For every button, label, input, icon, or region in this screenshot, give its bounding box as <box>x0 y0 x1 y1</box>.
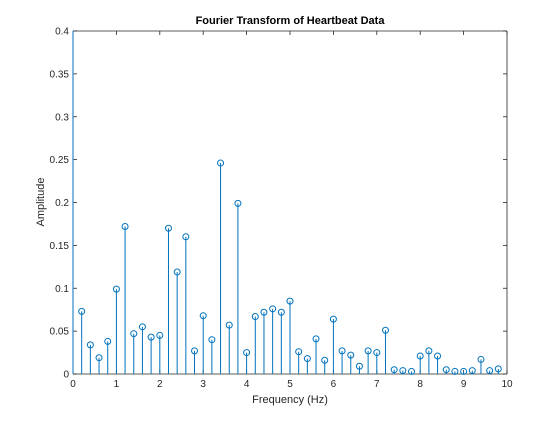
y-tick-label: 0.25 <box>50 155 70 166</box>
y-tick-label: 0.35 <box>50 69 70 80</box>
x-tick-label: 10 <box>501 379 513 390</box>
stem-marker <box>486 367 494 375</box>
stem-marker <box>277 308 285 316</box>
stem-marker <box>373 349 381 357</box>
stem-marker <box>156 331 164 339</box>
x-tick-label: 6 <box>331 379 337 390</box>
stem-marker <box>86 341 94 349</box>
stem-marker <box>208 336 216 344</box>
stem-marker <box>355 362 363 370</box>
x-tick-label: 1 <box>114 379 120 390</box>
stem-marker <box>434 352 442 360</box>
stem-marker <box>78 307 86 315</box>
stem-marker <box>468 367 476 375</box>
stem-marker <box>416 352 424 360</box>
x-tick-label: 5 <box>287 379 293 390</box>
stem-marker <box>477 355 485 363</box>
stem-marker <box>217 159 225 167</box>
stem-marker <box>321 356 329 364</box>
stem-marker <box>399 367 407 375</box>
stem-marker <box>286 297 294 305</box>
stem-marker <box>225 321 233 329</box>
x-tick-label: 2 <box>157 379 163 390</box>
stem-marker <box>112 285 120 293</box>
stem-marker <box>390 366 398 374</box>
x-tick-label: 0 <box>70 379 76 390</box>
stem-marker <box>451 367 459 375</box>
stem-marker <box>260 308 268 316</box>
x-tick-label: 7 <box>374 379 380 390</box>
x-tick-label: 3 <box>200 379 206 390</box>
stem-marker <box>303 355 311 363</box>
stem-marker <box>95 354 103 362</box>
stem-marker <box>269 305 277 313</box>
stem-marker <box>408 367 416 375</box>
stem-marker <box>460 367 468 375</box>
stem-marker <box>312 335 320 343</box>
stem-marker <box>295 348 303 356</box>
stem-marker <box>182 233 190 241</box>
stem-marker <box>147 333 155 341</box>
y-tick-label: 0.15 <box>50 241 70 252</box>
stem-marker <box>251 313 259 321</box>
y-tick-label: 0.4 <box>55 27 69 38</box>
stem-marker <box>164 224 172 232</box>
y-tick-label: 0 <box>63 370 69 381</box>
stem-marker <box>130 330 138 338</box>
stem-marker <box>494 365 502 373</box>
stem-marker <box>338 347 346 355</box>
stem-marker <box>425 347 433 355</box>
y-tick-label: 0.05 <box>50 327 70 338</box>
stem-marker <box>364 347 372 355</box>
x-tick-label: 8 <box>417 379 423 390</box>
y-axis-label: Amplitude <box>35 178 47 227</box>
stem-marker <box>199 312 207 320</box>
x-axis-label: Frequency (Hz) <box>252 394 328 406</box>
stem-marker <box>234 199 242 207</box>
stem-marker <box>329 315 337 323</box>
chart-title: Fourier Transform of Heartbeat Data <box>196 15 386 27</box>
y-tick-label: 0.3 <box>55 112 69 123</box>
y-tick-label: 0.2 <box>55 198 69 209</box>
stem-marker <box>121 223 129 231</box>
stem-marker <box>442 366 450 374</box>
x-tick-label: 9 <box>461 379 467 390</box>
y-tick-label: 0.1 <box>55 284 69 295</box>
stem-marker <box>347 351 355 359</box>
stem-marker <box>138 323 146 331</box>
x-tick-label: 4 <box>244 379 250 390</box>
stem-series <box>72 31 502 375</box>
stem-marker <box>243 349 251 357</box>
stem-marker <box>173 268 181 276</box>
stem-marker <box>381 326 389 334</box>
stem-marker <box>191 347 199 355</box>
stem-marker <box>104 337 112 345</box>
